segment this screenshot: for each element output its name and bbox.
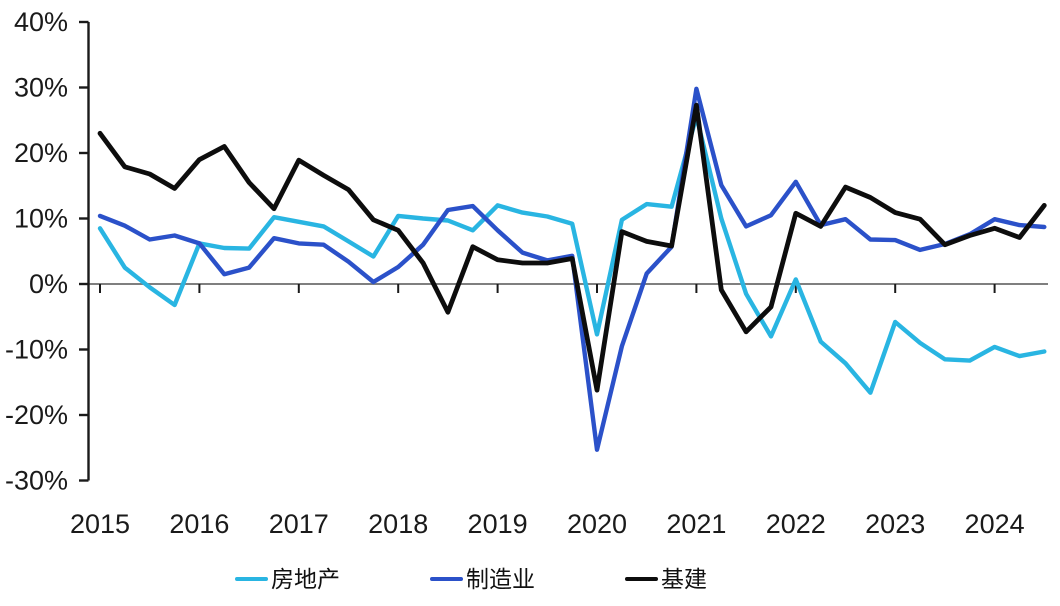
y-axis-label: 30% [14,73,68,103]
y-axis-label: 20% [14,138,68,168]
x-axis-label: 2016 [169,509,229,539]
y-axis-label: 40% [14,7,68,37]
x-axis-label: 2021 [666,509,726,539]
y-axis-label: -10% [5,335,68,365]
y-axis-label: -30% [5,466,68,496]
x-axis-label: 2024 [965,509,1025,539]
series-line-real-estate [97,114,1047,395]
x-axis-label: 2017 [269,509,329,539]
x-axis-label: 2022 [766,509,826,539]
legend-swatch-infrastructure [625,576,658,582]
legend-swatch-real-estate [235,576,268,582]
legend-swatch-manufacturing [430,576,463,582]
legend-entry-manufacturing: 制造业 [430,565,535,593]
x-axis-label: 2018 [368,509,428,539]
legend-entry-infrastructure: 基建 [625,565,707,593]
x-axis-label: 2019 [468,509,528,539]
y-axis-label: 0% [29,269,68,299]
x-axis-label: 2015 [70,509,130,539]
legend-label-real-estate: 房地产 [271,566,340,592]
x-axis-label: 2023 [865,509,925,539]
legend-label-manufacturing: 制造业 [466,566,535,592]
legend-label-infrastructure: 基建 [661,566,707,592]
x-axis-label: 2020 [567,509,627,539]
chart-legend: 房地产 制造业 基建 [235,564,707,594]
series-line-infrastructure [97,102,1047,393]
y-axis-label: 10% [14,204,68,234]
y-axis-label: -20% [5,400,68,430]
series-line-manufacturing [97,86,1047,452]
legend-entry-real-estate: 房地产 [235,565,340,593]
